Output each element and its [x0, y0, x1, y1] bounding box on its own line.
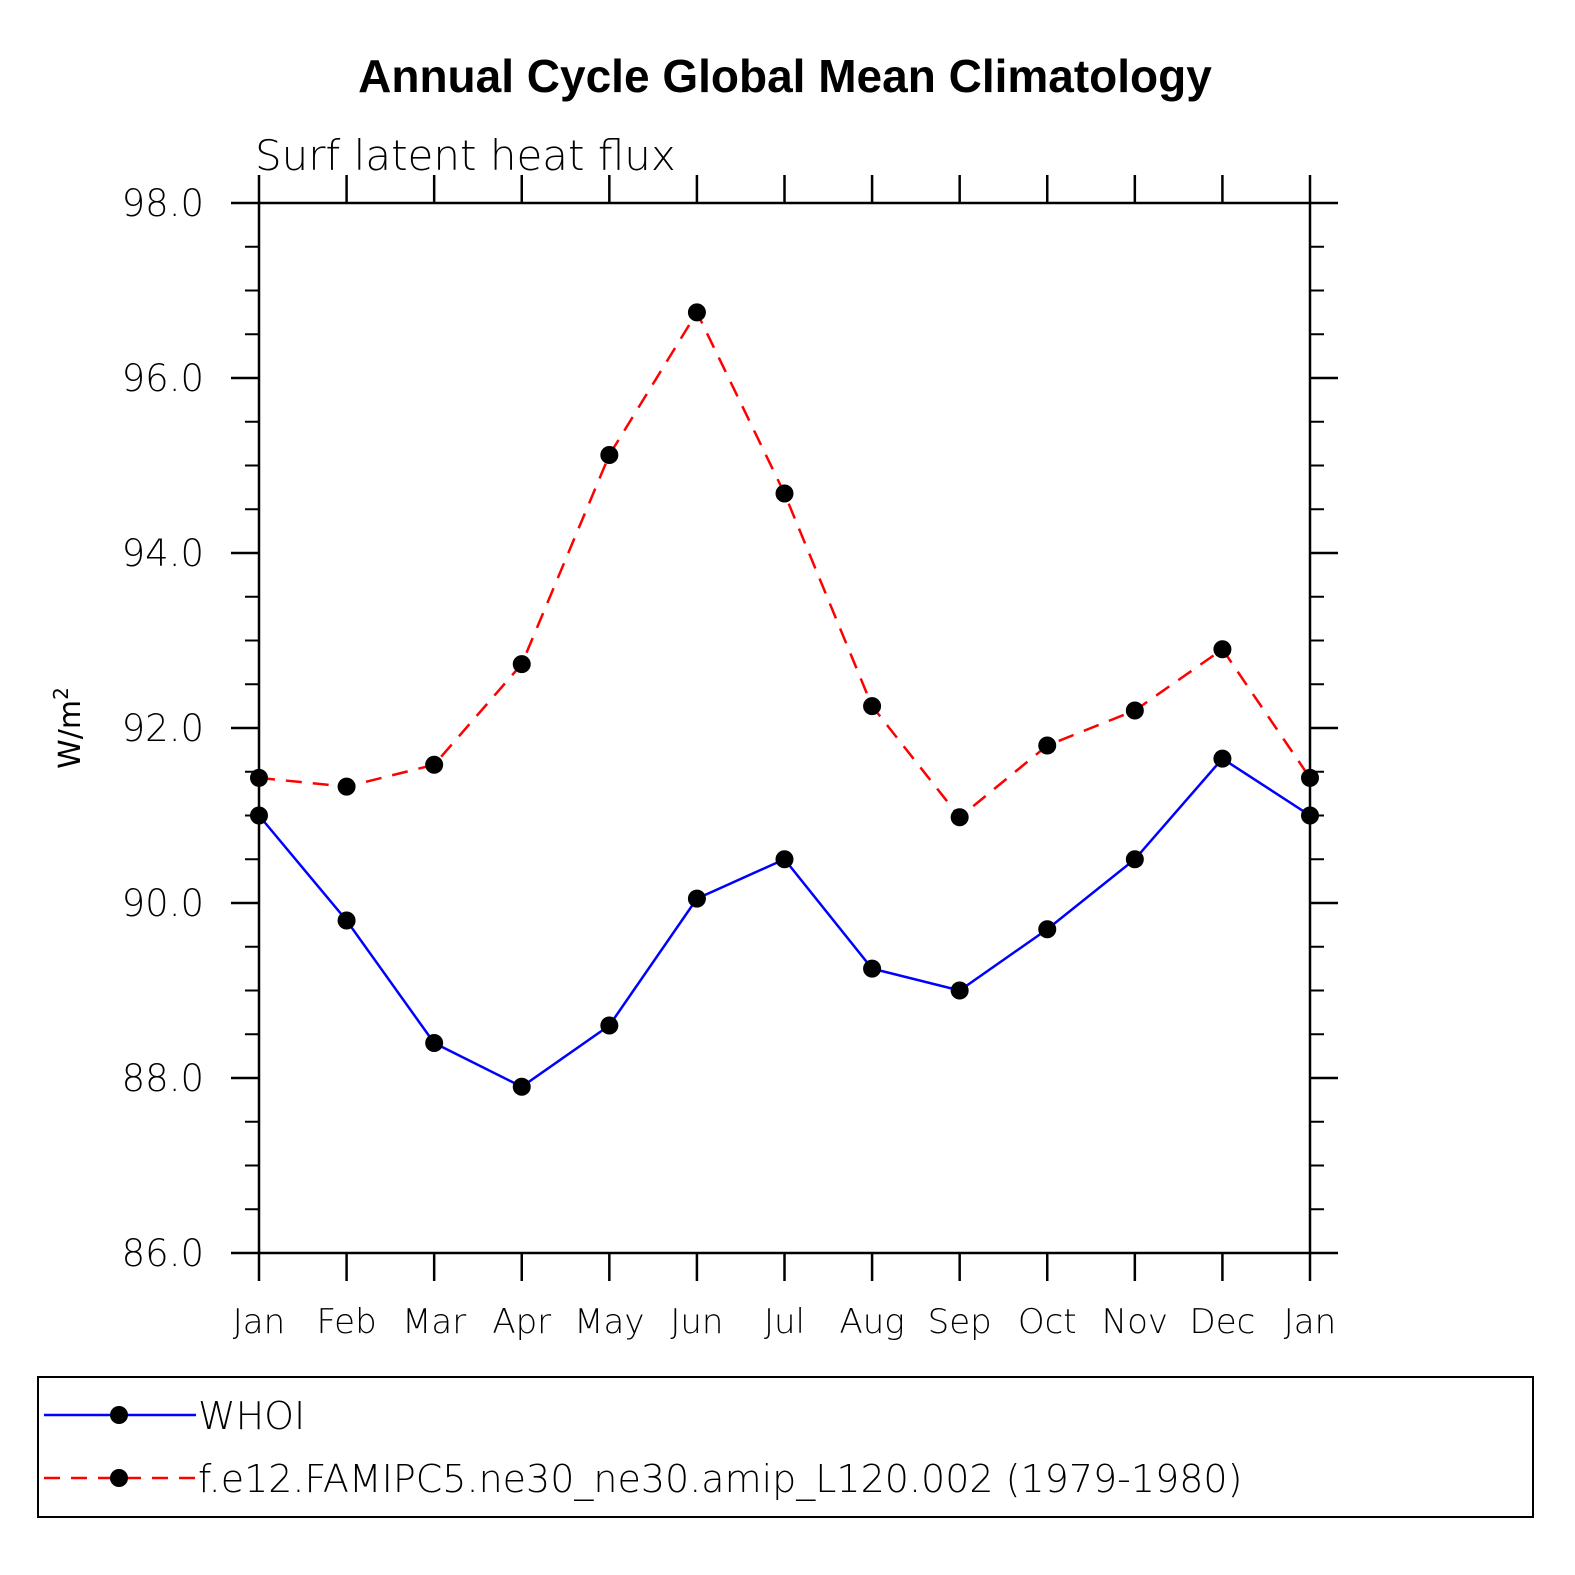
x-tick-label: Mar — [402, 1302, 466, 1342]
x-tick-label: Jun — [670, 1302, 723, 1342]
x-tick-label: Jan — [1284, 1302, 1336, 1342]
data-point-series-0 — [512, 1077, 531, 1096]
data-point-series-1 — [337, 777, 356, 796]
legend-marker-whoi — [110, 1406, 128, 1424]
x-tick-label: Feb — [316, 1302, 376, 1342]
data-point-series-0 — [425, 1034, 444, 1052]
data-point-series-0 — [250, 806, 268, 825]
y-tick-label: 90.0 — [122, 882, 204, 925]
legend-label-model: f.e12.FAMIPC5.ne30_ne30.amip_L120.002 (1… — [198, 1457, 1242, 1502]
data-point-series-1 — [250, 768, 268, 787]
y-tick-label: 86.0 — [122, 1232, 204, 1275]
legend-marker-model — [110, 1469, 128, 1487]
y-axis-label-superscript: 2 — [49, 687, 73, 700]
y-tick-label: 88.0 — [122, 1057, 204, 1100]
data-point-series-1 — [425, 755, 444, 774]
legend-box — [37, 1376, 1534, 1518]
x-tick-label: Aug — [839, 1302, 904, 1342]
x-tick-label: Apr — [492, 1302, 551, 1342]
x-tick-label: Nov — [1102, 1302, 1168, 1342]
series-line-1 — [258, 309, 1312, 820]
series-line-0 — [258, 756, 1311, 1089]
y-tick-label: 94.0 — [122, 532, 204, 575]
chart-title: Annual Cycle Global Mean Climatology — [358, 50, 1212, 102]
y-axis: 86.0 88.0 90.0 92.0 94.0 96.0 98.0 — [122, 182, 1338, 1275]
plot-border — [257, 201, 1312, 1255]
data-point-series-0 — [775, 850, 794, 869]
series-layer — [250, 303, 1319, 1096]
y-tick-label: 96.0 — [122, 357, 204, 400]
data-point-series-0 — [600, 1016, 619, 1035]
data-point-series-1 — [600, 446, 619, 464]
data-point-series-1 — [1301, 768, 1319, 787]
y-axis-label: W/m2 — [49, 687, 88, 769]
data-point-series-1 — [863, 697, 882, 716]
x-tick-label: Oct — [1018, 1302, 1077, 1342]
data-point-series-0 — [1301, 806, 1319, 825]
data-point-series-0 — [687, 889, 706, 908]
legend-label-whoi: WHOI — [198, 1394, 305, 1438]
x-tick-label: Dec — [1190, 1302, 1256, 1342]
data-point-series-0 — [337, 911, 356, 930]
data-point-series-1 — [1125, 701, 1144, 720]
chart-subtitle: Surf latent heat flux — [255, 131, 676, 180]
data-point-series-0 — [1125, 850, 1144, 869]
x-tick-label: Sep — [928, 1302, 992, 1342]
x-tick-label: Jul — [764, 1302, 805, 1342]
data-point-series-1 — [950, 808, 969, 827]
x-tick-label: May — [574, 1302, 644, 1342]
legend: WHOI f.e12.FAMIPC5.ne30_ne30.amip_L120.0… — [37, 1376, 1534, 1518]
y-axis-label-main: W/m — [53, 700, 88, 769]
data-point-series-1 — [687, 303, 706, 322]
data-point-series-0 — [863, 959, 882, 978]
y-tick-label: 98.0 — [122, 182, 204, 225]
plot-frame — [257, 201, 1312, 1255]
data-point-series-0 — [950, 981, 969, 1000]
data-point-series-0 — [1213, 749, 1232, 768]
data-point-series-1 — [512, 655, 531, 674]
data-point-series-1 — [1038, 736, 1057, 755]
x-axis: Jan Feb Mar Apr May Jun Jul Aug Sep Oct Nov Dec Jan — [233, 175, 1336, 1342]
x-tick-label: Jan — [233, 1302, 285, 1342]
y-tick-label: 92.0 — [122, 707, 204, 750]
data-point-series-0 — [1038, 920, 1057, 939]
data-point-series-1 — [775, 484, 794, 503]
data-point-series-1 — [1213, 640, 1232, 659]
